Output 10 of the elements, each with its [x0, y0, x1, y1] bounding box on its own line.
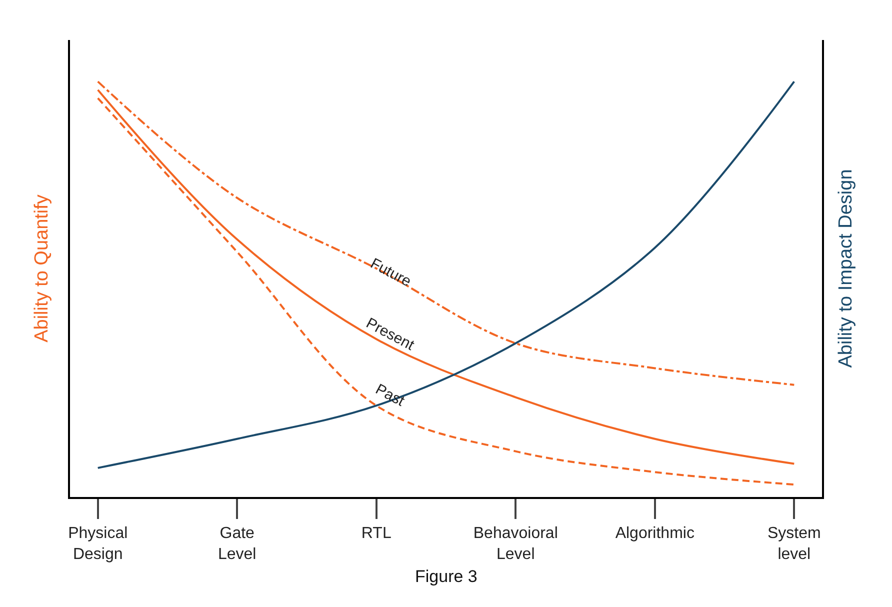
x-tick-label: Physical Design	[68, 525, 128, 563]
caption: Figure 3	[415, 567, 478, 586]
y2-axis-title: Ability to Impact Design	[835, 169, 856, 368]
text: Past	[372, 380, 408, 410]
y-axis-title: Ability to Quantify	[31, 194, 52, 342]
x-tick-label: RTL	[361, 525, 392, 542]
x-tick-label: Gate Level	[218, 525, 256, 563]
x-tick-label: Behavoioral Level	[473, 525, 558, 563]
x-tick-label: Algorithmic	[615, 525, 694, 542]
x-tick-label: System level	[767, 525, 821, 563]
